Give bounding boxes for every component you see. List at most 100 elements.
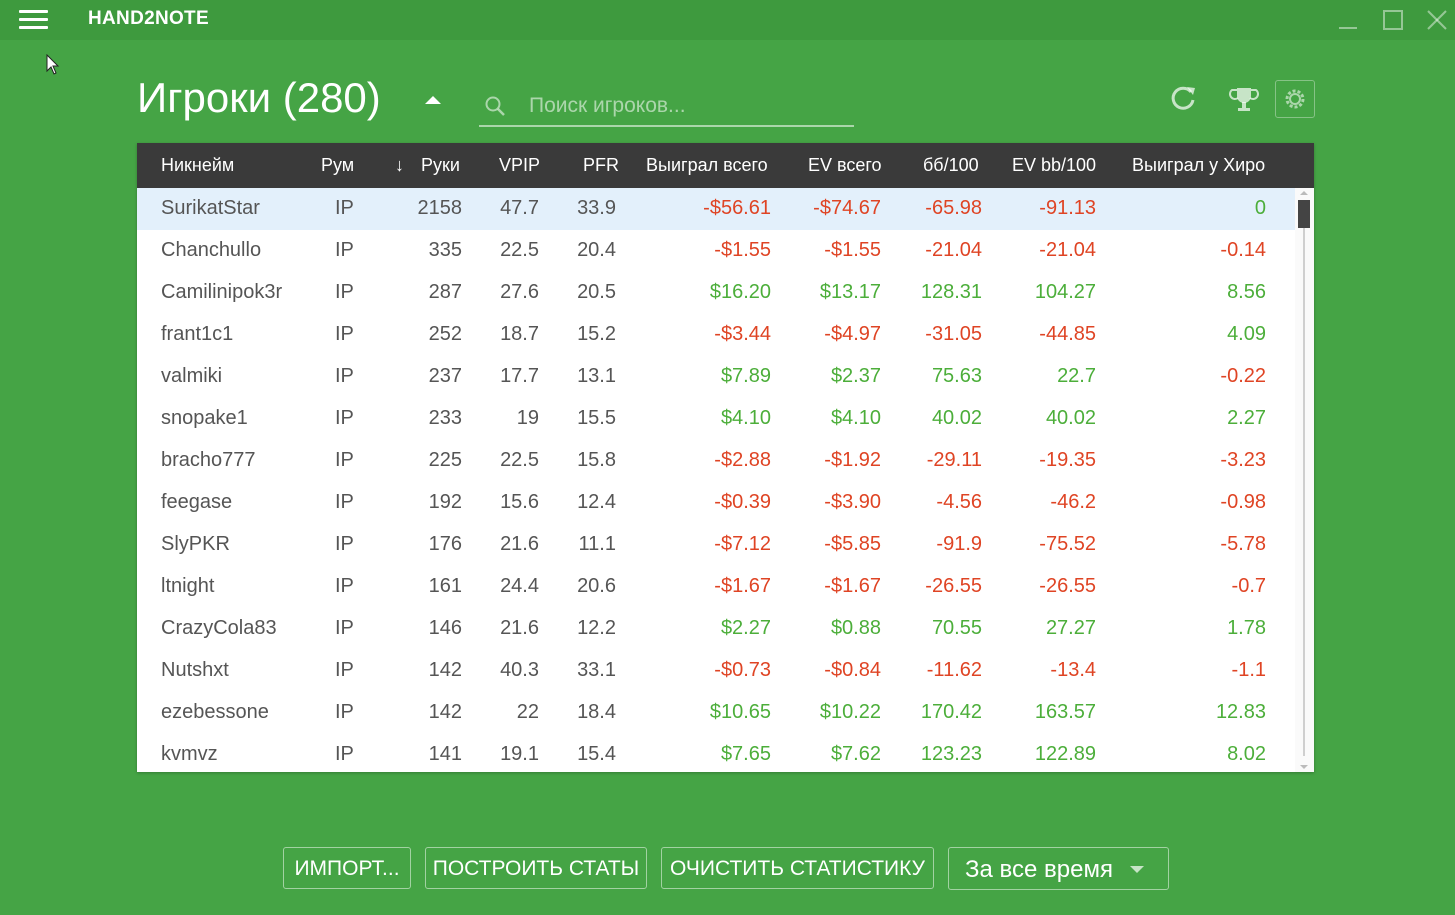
table-row[interactable]: Camilinipok3r IP 287 27.6 20.5 $16.20 $13.17 12… <box>137 272 1295 314</box>
table-scrollbar[interactable] <box>1295 188 1314 772</box>
build-stats-button[interactable]: ПОСТРОИТЬ СТАТЫ <box>425 847 647 889</box>
cell-hands: 142 <box>428 701 462 723</box>
table-row[interactable]: SurikatStar IP 2158 47.7 33.9 -$56.61 -$74.67 -… <box>137 188 1295 230</box>
cell-bb100: -29.11 <box>926 449 982 471</box>
table-row[interactable]: feegase IP 192 15.6 12.4 -$0.39 -$3.90 -4.56 -46… <box>137 482 1295 524</box>
table-header: Никнейм Рум ↓ Руки VPIP PFR Выиграл всег… <box>137 143 1314 188</box>
cell-ev-bb100: -21.04 <box>1039 239 1096 261</box>
cell-room: IP <box>335 491 354 513</box>
cell-ev-total: $4.10 <box>830 407 881 429</box>
cell-bb100: -91.9 <box>936 533 982 555</box>
table-row[interactable]: SlyPKR IP 176 21.6 11.1 -$7.12 -$5.85 -91.9 -75.… <box>137 524 1295 566</box>
cell-pfr: 20.5 <box>577 281 616 303</box>
col-pfr[interactable]: PFR <box>583 155 619 175</box>
table-row[interactable]: snopake1 IP 233 19 15.5 $4.10 $4.10 40.02 40.02 2… <box>137 398 1295 440</box>
cell-room: IP <box>335 365 354 387</box>
cell-ev-total: -$1.67 <box>824 575 881 597</box>
scroll-up-icon[interactable] <box>1300 191 1308 195</box>
cell-bb100: 40.02 <box>931 407 982 429</box>
collapse-caret-icon[interactable] <box>425 96 441 104</box>
cell-won-vs-hero: -0.98 <box>1220 491 1266 513</box>
cell-won-total: $4.10 <box>720 407 771 429</box>
cell-pfr: 20.4 <box>577 239 616 261</box>
search-icon <box>484 95 506 122</box>
cell-vpip: 21.6 <box>500 617 539 639</box>
minimize-icon[interactable] <box>1336 8 1360 32</box>
period-select[interactable]: За все время <box>948 847 1169 890</box>
table-row[interactable]: bracho777 IP 225 22.5 15.8 -$2.88 -$1.92 -29.11… <box>137 440 1295 482</box>
table-row[interactable]: Nutshxt IP 142 40.3 33.1 -$0.73 -$0.84 -11.62 -1… <box>137 650 1295 692</box>
col-ev-bb100[interactable]: EV bb/100 <box>1012 155 1097 175</box>
table-row[interactable]: ltnight IP 161 24.4 20.6 -$1.67 -$1.67 -26.55 -2… <box>137 566 1295 608</box>
table-row[interactable]: valmiki IP 237 17.7 13.1 $7.89 $2.37 75.63 22.7 -… <box>137 356 1295 398</box>
cell-won-vs-hero: -5.78 <box>1220 533 1266 555</box>
cell-vpip: 22.5 <box>500 239 539 261</box>
col-room[interactable]: Рум <box>321 155 355 175</box>
cell-room: IP <box>335 323 354 345</box>
cell-won-vs-hero: 8.56 <box>1227 281 1266 303</box>
cell-vpip: 24.4 <box>500 575 539 597</box>
table-row[interactable]: CrazyCola83 IP 146 21.6 12.2 $2.27 $0.88 70.55 2… <box>137 608 1295 650</box>
cell-ev-total: -$74.67 <box>813 197 881 219</box>
cell-hands: 176 <box>428 533 462 555</box>
cell-bb100: -26.55 <box>925 575 982 597</box>
cell-room: IP <box>335 197 354 219</box>
cell-won-total: -$1.67 <box>714 575 771 597</box>
col-hands[interactable]: Руки <box>421 155 460 175</box>
cell-hands: 252 <box>428 323 462 345</box>
col-vpip[interactable]: VPIP <box>499 155 541 175</box>
table-row[interactable]: kvmvz IP 141 19.1 15.4 $7.65 $7.62 123.23 122.89… <box>137 734 1295 772</box>
cell-pfr: 33.1 <box>577 659 616 681</box>
cell-vpip: 22 <box>516 701 539 723</box>
cell-nickname: kvmvz <box>161 743 218 765</box>
cell-won-total: $7.89 <box>720 365 771 387</box>
cell-hands: 233 <box>428 407 462 429</box>
clear-stats-button[interactable]: ОЧИСТИТЬ СТАТИСТИКУ <box>661 847 934 889</box>
gear-icon[interactable] <box>1275 80 1315 118</box>
cell-won-vs-hero: 12.83 <box>1215 701 1266 723</box>
cell-ev-bb100: 122.89 <box>1034 743 1096 765</box>
cell-won-vs-hero: 0 <box>1254 197 1266 219</box>
cell-nickname: Chanchullo <box>161 239 262 261</box>
cell-pfr: 12.4 <box>577 491 616 513</box>
col-bb100[interactable]: бб/100 <box>923 155 979 175</box>
col-won-vs-hero[interactable]: Выиграл у Хиро <box>1132 155 1266 175</box>
cell-room: IP <box>335 533 354 555</box>
col-nickname[interactable]: Никнейм <box>161 155 235 175</box>
scroll-track[interactable] <box>1303 228 1305 756</box>
scroll-thumb[interactable] <box>1298 200 1310 228</box>
table-row[interactable]: frant1c1 IP 252 18.7 15.2 -$3.44 -$4.97 -31.05 -… <box>137 314 1295 356</box>
cell-ev-total: -$1.55 <box>824 239 881 261</box>
cell-vpip: 17.7 <box>500 365 539 387</box>
scroll-down-icon[interactable] <box>1300 765 1308 769</box>
trophy-icon[interactable] <box>1227 82 1261 116</box>
import-button[interactable]: ИМПОРТ... <box>283 847 411 889</box>
cell-ev-bb100: -13.4 <box>1050 659 1096 681</box>
players-table: Никнейм Рум ↓ Руки VPIP PFR Выиграл всег… <box>137 143 1314 772</box>
table-body: SurikatStar IP 2158 47.7 33.9 -$56.61 -$74.67 -… <box>137 188 1314 772</box>
cell-vpip: 40.3 <box>500 659 539 681</box>
refresh-icon[interactable] <box>1167 82 1201 116</box>
cell-bb100: 70.55 <box>931 617 982 639</box>
cell-hands: 2158 <box>417 197 463 219</box>
col-ev-total[interactable]: EV всего <box>808 155 882 175</box>
cell-pfr: 18.4 <box>577 701 616 723</box>
maximize-icon[interactable] <box>1381 8 1405 32</box>
close-icon[interactable] <box>1425 8 1449 32</box>
chevron-down-icon <box>1130 866 1144 873</box>
cell-pfr: 12.2 <box>577 617 616 639</box>
cell-won-total: $10.65 <box>709 701 771 723</box>
cell-bb100: -4.56 <box>936 491 982 513</box>
cell-ev-total: $13.17 <box>819 281 881 303</box>
cell-won-vs-hero: 8.02 <box>1227 743 1266 765</box>
table-row[interactable]: Chanchullo IP 335 22.5 20.4 -$1.55 -$1.55 -21.0… <box>137 230 1295 272</box>
cell-ev-total: $2.37 <box>830 365 881 387</box>
col-won-total[interactable]: Выиграл всего <box>646 155 768 175</box>
cell-pfr: 11.1 <box>578 533 616 555</box>
cell-hands: 161 <box>428 575 462 597</box>
search-input[interactable] <box>527 91 851 121</box>
table-row[interactable]: ezebessone IP 142 22 18.4 $10.65 $10.22 170.42 1… <box>137 692 1295 734</box>
cell-vpip: 18.7 <box>500 323 539 345</box>
cell-room: IP <box>335 281 354 303</box>
menu-icon[interactable] <box>19 10 48 30</box>
